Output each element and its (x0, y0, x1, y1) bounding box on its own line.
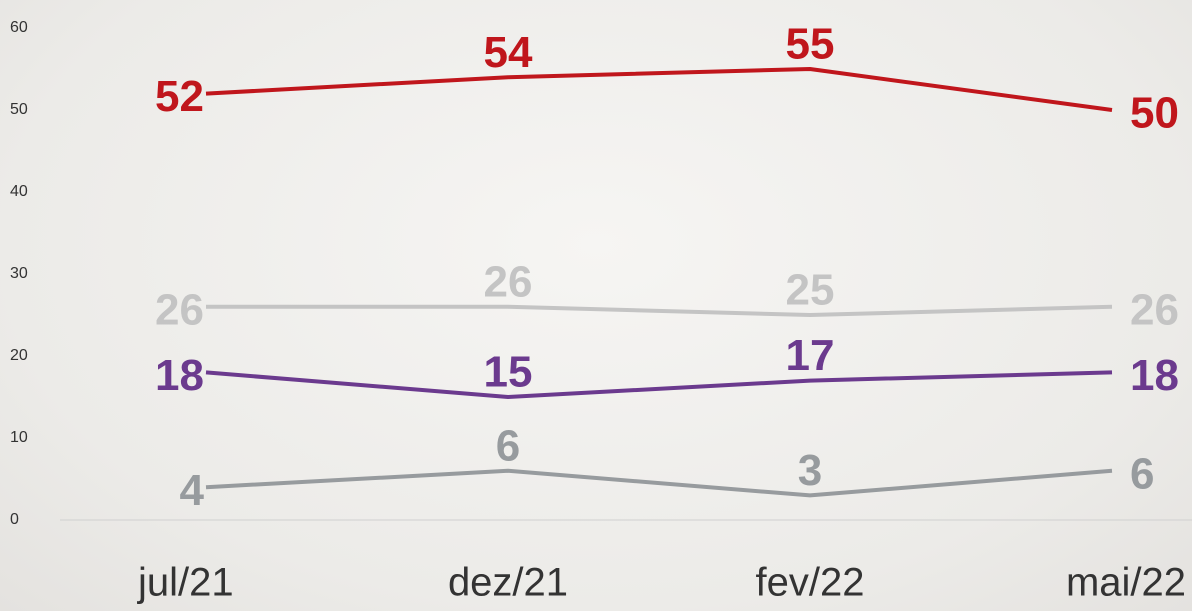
series-line (205, 67, 1113, 112)
data-label: 55 (786, 20, 835, 69)
series-line (205, 468, 1113, 498)
data-label: 50 (1130, 89, 1179, 138)
x-tick-label: dez/21 (448, 561, 568, 605)
x-tick-label: fev/22 (756, 561, 865, 605)
y-tick-label: 40 (10, 183, 28, 200)
y-tick-label: 60 (10, 19, 28, 36)
data-label: 26 (155, 285, 204, 334)
x-tick-label: jul/21 (137, 561, 234, 605)
data-label: 25 (786, 266, 835, 315)
x-tick-label: mai/22 (1066, 561, 1186, 605)
y-tick-label: 10 (10, 429, 28, 446)
data-label: 54 (484, 28, 533, 77)
data-label: 15 (484, 348, 533, 397)
data-label: 6 (1130, 449, 1154, 498)
series-line (206, 304, 1113, 317)
data-label: 17 (786, 331, 835, 380)
series-line (205, 370, 1113, 399)
data-label: 3 (798, 446, 822, 495)
data-label: 18 (1130, 351, 1179, 400)
y-tick-label: 0 (10, 511, 19, 528)
data-label: 4 (180, 466, 205, 515)
data-label: 26 (1130, 285, 1179, 334)
data-label: 18 (155, 351, 204, 400)
data-label: 52 (155, 72, 204, 121)
data-label: 26 (484, 257, 533, 306)
y-tick-label: 20 (10, 347, 28, 364)
y-tick-label: 30 (10, 265, 28, 282)
y-tick-label: 50 (10, 101, 28, 118)
data-label: 6 (496, 421, 520, 470)
